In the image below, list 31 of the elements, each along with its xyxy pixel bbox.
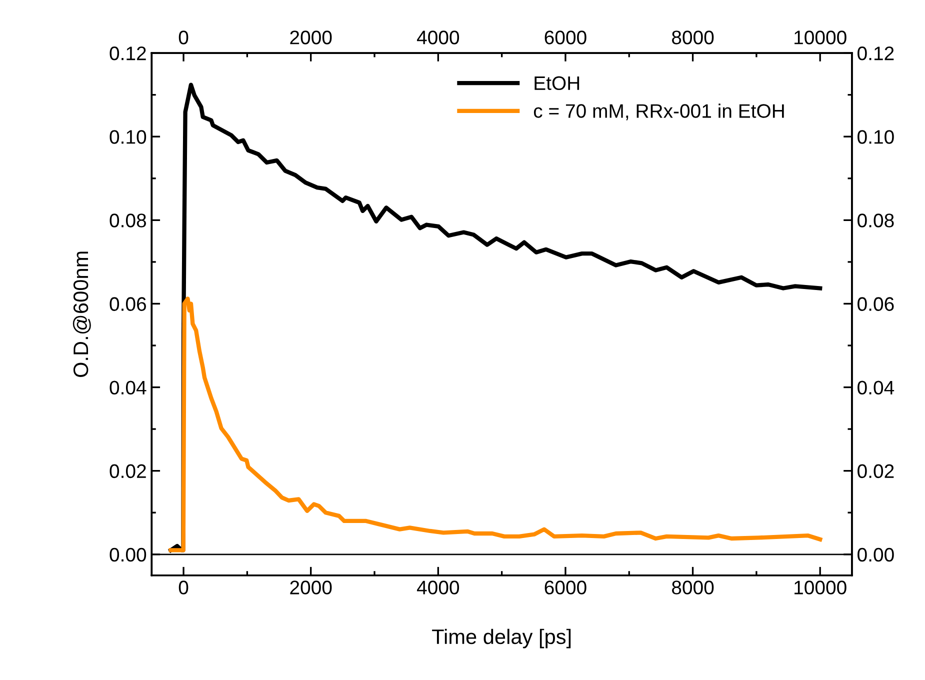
x2-tick-label: 0 <box>178 30 188 44</box>
line-series <box>168 296 822 552</box>
y-tick-label: 0.06 <box>110 297 146 311</box>
x2-tick-label: 8000 <box>672 30 714 44</box>
legend-label: c = 70 mM, RRx-001 in EtOH <box>534 104 784 120</box>
x-tick-label: 10000 <box>794 580 846 594</box>
y2-tick-label: 0.04 <box>858 380 894 395</box>
y-tick-label: 0.10 <box>110 130 146 144</box>
y-tick-label: 0.02 <box>110 464 146 478</box>
x-tick-label: 6000 <box>544 580 586 594</box>
legend-label: EtOH <box>534 76 580 90</box>
y2-tick-label: 0.00 <box>858 548 894 562</box>
y-tick-label: 0.12 <box>110 46 146 60</box>
x-tick-label: 0 <box>178 580 188 594</box>
y-tick-label: 0.04 <box>110 380 146 395</box>
x-tick-label: 8000 <box>672 580 714 594</box>
x2-tick-label: 4000 <box>416 30 460 44</box>
x2-tick-label: 2000 <box>290 30 332 44</box>
y2-tick-label: 0.12 <box>858 46 894 60</box>
x-tick-label: 4000 <box>416 580 460 594</box>
y2-tick-label: 0.10 <box>858 130 894 144</box>
y-tick-label: 0.08 <box>110 214 146 228</box>
y-tick-label: 0.00 <box>110 548 146 562</box>
y2-tick-label: 0.06 <box>858 297 894 311</box>
x2-tick-label: 10000 <box>794 30 846 44</box>
y2-tick-label: 0.08 <box>858 214 894 228</box>
y-axis-title: O.D.@600nm <box>72 252 91 378</box>
x2-tick-label: 6000 <box>544 30 586 44</box>
x-tick-label: 2000 <box>290 580 332 594</box>
y2-tick-label: 0.02 <box>858 464 894 478</box>
x-axis-title: Time delay [ps] <box>432 628 571 648</box>
